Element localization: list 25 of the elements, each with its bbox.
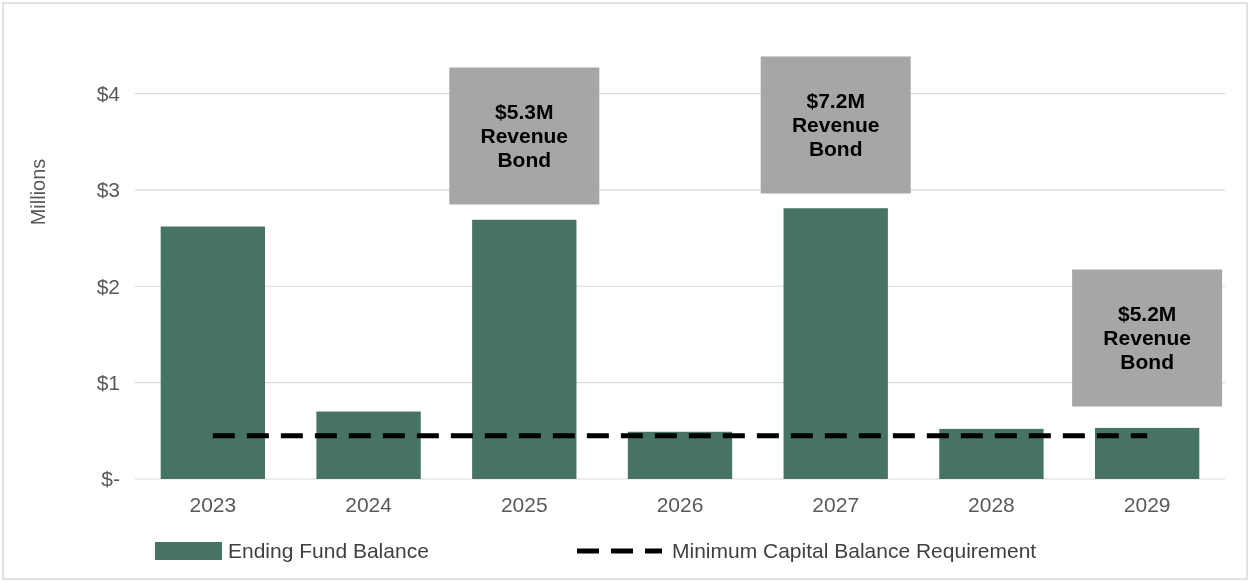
bar (939, 428, 1044, 479)
annotation: $5.3M Revenue Bond (480, 100, 569, 172)
annotation: $7.2M Revenue Bond (791, 89, 880, 161)
x-tick-label: 2029 (1123, 493, 1171, 516)
bar (783, 208, 888, 479)
y-tick-label: $2 (96, 274, 120, 298)
x-tick-label: 2024 (345, 493, 393, 516)
bar (160, 226, 266, 479)
y-tick-label: $1 (96, 370, 120, 394)
x-tick-label: 2023 (189, 493, 237, 516)
legend-label: Minimum Capital Balance Requirement (672, 539, 1037, 563)
bar (1094, 427, 1200, 479)
x-tick-label: 2027 (812, 493, 860, 516)
y-tick-label: $3 (96, 178, 120, 202)
annotation: $5.2M Revenue Bond (1103, 302, 1191, 374)
x-tick-label: 2025 (500, 493, 548, 516)
y-tick-label: $- (101, 467, 120, 491)
bar (627, 431, 733, 479)
x-tick-label: 2028 (968, 493, 1015, 516)
bar (472, 219, 577, 479)
y-axis-title: Millions (27, 158, 49, 226)
bar (316, 411, 421, 479)
legend-label: Ending Fund Balance (228, 539, 429, 563)
x-tick-label: 2026 (656, 493, 704, 516)
y-tick-label: $4 (96, 81, 121, 105)
